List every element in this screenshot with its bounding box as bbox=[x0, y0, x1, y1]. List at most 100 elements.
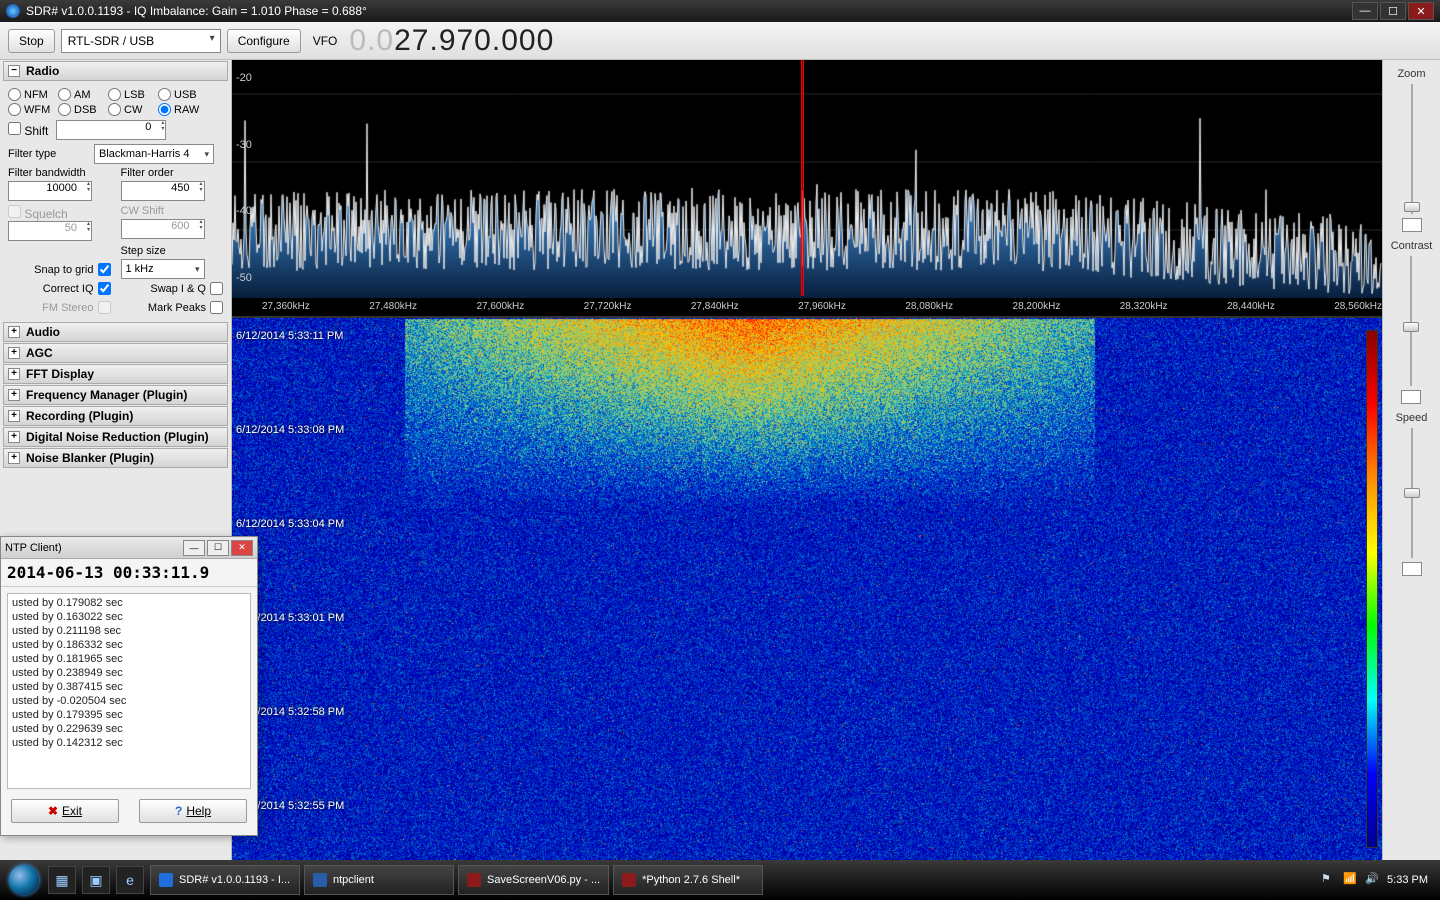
mode-row-1: NFM AM LSB USB bbox=[8, 88, 223, 101]
slider-rail: Zoom Contrast Speed bbox=[1382, 60, 1440, 860]
expand-icon: + bbox=[8, 389, 20, 401]
filter-order-label: Filter order bbox=[121, 167, 224, 179]
mode-radio-dsb[interactable] bbox=[58, 103, 71, 116]
filter-bw-label: Filter bandwidth bbox=[8, 167, 111, 179]
ntp-maximize[interactable]: ☐ bbox=[207, 540, 229, 556]
panel-header-audio[interactable]: +Audio bbox=[3, 322, 228, 342]
snap-to-grid-checkbox[interactable] bbox=[98, 263, 111, 276]
mode-radio-wfm[interactable] bbox=[8, 103, 21, 116]
contrast-slider[interactable] bbox=[1401, 256, 1421, 386]
mode-radio-cw[interactable] bbox=[108, 103, 121, 116]
minimize-button[interactable]: ― bbox=[1352, 2, 1378, 20]
waterfall-panel[interactable]: 6/12/2014 5:33:11 PM6/12/2014 5:33:08 PM… bbox=[232, 318, 1382, 860]
spectrum-x-labels: 27,360kHz27,480kHz27,600kHz27,720kHz27,8… bbox=[262, 301, 1382, 312]
task-icon bbox=[313, 873, 327, 887]
mode-wfm[interactable]: WFM bbox=[8, 103, 52, 116]
waterfall-timestamp: 6/12/2014 5:33:11 PM bbox=[236, 330, 343, 342]
expand-icon: + bbox=[8, 368, 20, 380]
ntp-exit-button[interactable]: ✖Exit bbox=[11, 799, 119, 823]
stop-button[interactable]: Stop bbox=[8, 29, 55, 53]
mark-peaks-checkbox[interactable] bbox=[210, 301, 223, 314]
ntp-help-button[interactable]: ?Help bbox=[139, 799, 247, 823]
shift-row: Shift 0 bbox=[8, 120, 223, 140]
contrast-reset[interactable] bbox=[1401, 390, 1421, 404]
ntp-titlebar[interactable]: NTP Client) ― ☐ ✕ bbox=[1, 537, 257, 559]
filter-bandwidth-input[interactable]: 10000 bbox=[8, 181, 92, 201]
tray-network-icon[interactable]: 📶 bbox=[1343, 872, 1359, 888]
waterfall-canvas bbox=[232, 318, 1382, 860]
mode-radio-raw[interactable] bbox=[158, 103, 171, 116]
speed-slider[interactable] bbox=[1402, 428, 1422, 558]
maximize-button[interactable]: ☐ bbox=[1380, 2, 1406, 20]
shift-check-label[interactable]: Shift bbox=[8, 122, 48, 138]
zoom-reset[interactable] bbox=[1402, 218, 1422, 232]
mode-radio-nfm[interactable] bbox=[8, 88, 21, 101]
mode-lsb[interactable]: LSB bbox=[108, 88, 152, 101]
expand-icon: + bbox=[8, 431, 20, 443]
shift-input[interactable]: 0 bbox=[56, 120, 166, 140]
ntp-close[interactable]: ✕ bbox=[231, 540, 253, 556]
ie-icon[interactable]: e bbox=[116, 866, 144, 894]
expand-icon: + bbox=[8, 347, 20, 359]
close-button[interactable]: ✕ bbox=[1408, 2, 1434, 20]
swap-iq-checkbox[interactable] bbox=[210, 282, 223, 295]
panel-header-agc[interactable]: +AGC bbox=[3, 343, 228, 363]
mode-row-2: WFM DSB CW RAW bbox=[8, 103, 223, 116]
panel-header-frequency-manager-plugin-[interactable]: +Frequency Manager (Plugin) bbox=[3, 385, 228, 405]
contrast-group: Contrast bbox=[1391, 240, 1433, 404]
step-size-combo[interactable]: 1 kHz bbox=[121, 259, 205, 279]
source-combo[interactable]: RTL-SDR / USB bbox=[61, 29, 221, 53]
ntp-time-display: 2014-06-13 00:33:11.9 bbox=[1, 559, 257, 587]
configure-button[interactable]: Configure bbox=[227, 29, 301, 53]
shift-checkbox[interactable] bbox=[8, 122, 21, 135]
panel-header-digital-noise-reduction-plugin-[interactable]: +Digital Noise Reduction (Plugin) bbox=[3, 427, 228, 447]
panel-header-radio[interactable]: − Radio bbox=[3, 61, 228, 81]
taskbar-task[interactable]: *Python 2.7.6 Shell* bbox=[613, 865, 763, 895]
panel-header-noise-blanker-plugin-[interactable]: +Noise Blanker (Plugin) bbox=[3, 448, 228, 468]
filter-type-label: Filter type bbox=[8, 148, 88, 160]
mode-radio-lsb[interactable] bbox=[108, 88, 121, 101]
tune-line[interactable] bbox=[801, 60, 804, 296]
spectrum-panel[interactable]: -20-30-40-50 27,360kHz27,480kHz27,600kHz… bbox=[232, 60, 1382, 318]
ntp-minimize[interactable]: ― bbox=[183, 540, 205, 556]
windows-orb-icon bbox=[9, 865, 39, 895]
contrast-label: Contrast bbox=[1391, 240, 1433, 252]
spectrum-y-labels: -20-30-40-50 bbox=[236, 60, 252, 296]
speed-reset[interactable] bbox=[1402, 562, 1422, 576]
mode-radio-am[interactable] bbox=[58, 88, 71, 101]
tray-flag-icon[interactable]: ⚑ bbox=[1321, 872, 1337, 888]
filter-type-combo[interactable]: Blackman-Harris 4 bbox=[94, 144, 214, 164]
filter-order-input[interactable]: 450 bbox=[121, 181, 205, 201]
panel-header-fft-display[interactable]: +FFT Display bbox=[3, 364, 228, 384]
mode-radio-usb[interactable] bbox=[158, 88, 171, 101]
taskbar-task[interactable]: SaveScreenV06.py - ... bbox=[458, 865, 609, 895]
tray-clock[interactable]: 5:33 PM bbox=[1387, 874, 1428, 886]
mark-peaks-label: Mark Peaks bbox=[148, 302, 206, 314]
mode-dsb[interactable]: DSB bbox=[58, 103, 102, 116]
correct-iq-checkbox[interactable] bbox=[98, 282, 111, 295]
media-icon[interactable]: ▣ bbox=[82, 866, 110, 894]
snap-step-row: Snap to grid Step size 1 kHz bbox=[8, 245, 223, 279]
vfo-display[interactable]: 0.027.970.000 bbox=[349, 24, 554, 58]
step-size-label: Step size bbox=[121, 245, 224, 257]
squelch-cw-row: Squelch 50 CW Shift 600 bbox=[8, 205, 223, 241]
filter-bw-order-row: Filter bandwidth 10000 Filter order 450 bbox=[8, 167, 223, 201]
correctiq-swapiq-row: Correct IQ Swap I & Q bbox=[8, 279, 223, 298]
mode-nfm[interactable]: NFM bbox=[8, 88, 52, 101]
start-button[interactable] bbox=[4, 863, 44, 897]
display-area: -20-30-40-50 27,360kHz27,480kHz27,600kHz… bbox=[232, 60, 1440, 860]
mode-am[interactable]: AM bbox=[58, 88, 102, 101]
tray-volume-icon[interactable]: 🔊 bbox=[1365, 872, 1381, 888]
zoom-slider[interactable] bbox=[1402, 84, 1422, 214]
taskbar-task[interactable]: SDR# v1.0.0.1193 - I... bbox=[150, 865, 300, 895]
zoom-group: Zoom bbox=[1397, 68, 1425, 232]
mode-raw[interactable]: RAW bbox=[158, 103, 202, 116]
mode-usb[interactable]: USB bbox=[158, 88, 202, 101]
mode-cw[interactable]: CW bbox=[108, 103, 152, 116]
ntp-log[interactable]: usted by 0.179082 secusted by 0.163022 s… bbox=[7, 593, 251, 789]
squelch-check-label[interactable]: Squelch bbox=[8, 207, 68, 221]
taskbar-task[interactable]: ntpclient bbox=[304, 865, 454, 895]
panel-header-recording-plugin-[interactable]: +Recording (Plugin) bbox=[3, 406, 228, 426]
squelch-input: 50 bbox=[8, 221, 92, 241]
explorer-icon[interactable]: ▦ bbox=[48, 866, 76, 894]
